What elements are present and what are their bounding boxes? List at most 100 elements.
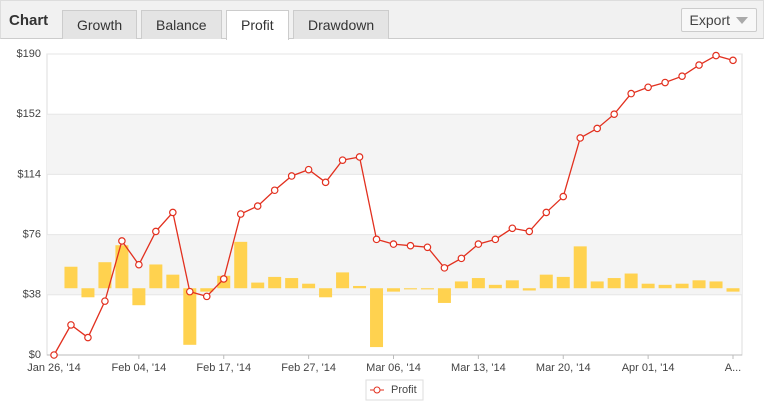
bar (607, 278, 621, 289)
point (729, 56, 737, 65)
legend-marker (373, 386, 381, 394)
point (457, 254, 466, 263)
point (84, 333, 92, 342)
y-tick-label: $0 (29, 349, 41, 361)
point (508, 224, 517, 233)
point (525, 227, 534, 236)
widget-title: Chart (9, 12, 49, 29)
bar (420, 288, 434, 290)
point (287, 172, 296, 180)
bar (437, 288, 451, 303)
bar (336, 272, 350, 289)
x-tick-label: Feb 17, '14 (196, 362, 251, 374)
point (219, 275, 228, 283)
point (186, 287, 194, 296)
bar (234, 241, 248, 289)
point (423, 243, 432, 252)
bar (641, 283, 655, 289)
bar (556, 276, 570, 289)
bar (726, 288, 740, 292)
tab[interactable]: Balance (141, 10, 222, 39)
point (118, 237, 126, 245)
x-tick-label: Mar 20, '14 (536, 362, 591, 374)
bar (488, 284, 502, 289)
bar (302, 283, 316, 289)
point (440, 264, 449, 272)
point (389, 240, 398, 248)
point (661, 78, 669, 87)
point (202, 292, 211, 301)
bar (522, 288, 536, 291)
point (695, 61, 703, 69)
x-tick-label: Feb 27, '14 (281, 362, 336, 374)
point (627, 89, 635, 98)
bar (251, 282, 265, 289)
point (67, 321, 75, 329)
bar (471, 278, 485, 289)
y-tick-label: $190 (17, 48, 41, 60)
point (169, 208, 177, 217)
y-tick-label: $114 (17, 168, 41, 180)
bar (183, 288, 197, 345)
bar (709, 281, 723, 289)
y-tick-label: $152 (17, 108, 41, 120)
point (135, 260, 143, 269)
bar (132, 288, 146, 306)
tab[interactable]: Profit (226, 10, 289, 40)
point (253, 202, 262, 210)
bar (115, 245, 129, 289)
point (321, 178, 330, 187)
bar (149, 264, 163, 289)
point (406, 241, 415, 250)
point (152, 227, 160, 236)
point (270, 186, 279, 195)
bar (319, 288, 333, 298)
bar (624, 273, 638, 289)
bar (353, 285, 367, 289)
bar (692, 280, 706, 289)
point (372, 235, 381, 244)
bar (64, 266, 78, 289)
bar (200, 288, 214, 292)
bar (539, 274, 553, 289)
point (338, 156, 347, 164)
point (559, 192, 568, 201)
bar (505, 280, 519, 289)
legend: Profit (365, 379, 424, 401)
point (50, 351, 58, 359)
grid-band (47, 114, 742, 175)
bar (573, 246, 587, 289)
y-tick-label: $76 (23, 229, 41, 241)
bar (285, 278, 299, 289)
bar (675, 283, 689, 289)
tab[interactable]: Drawdown (293, 10, 390, 39)
bar (370, 288, 384, 348)
bar (98, 262, 112, 289)
bar (166, 274, 180, 289)
point (236, 210, 245, 218)
bar (387, 288, 400, 292)
point (542, 208, 551, 217)
bar (590, 281, 604, 289)
point (101, 297, 109, 305)
export-button[interactable]: Export (680, 8, 757, 32)
point (678, 72, 686, 80)
tab[interactable]: Growth (62, 10, 138, 39)
bar (658, 284, 672, 289)
bar (268, 276, 282, 289)
point (474, 240, 483, 248)
point (610, 110, 618, 119)
x-tick-label: Apr 01, '14 (622, 362, 675, 374)
bar (403, 288, 417, 290)
toolbar: Chart Export Growth Balance Profit Drawdown (0, 0, 764, 40)
point (644, 83, 652, 92)
x-tick-label: Mar 06, '14 (366, 362, 421, 374)
legend-box (365, 379, 424, 401)
x-tick-label: Mar 13, '14 (451, 362, 506, 374)
point (491, 235, 500, 244)
x-tick-label: Feb 04, '14 (112, 362, 167, 374)
point (712, 51, 720, 60)
point (576, 134, 585, 142)
point (593, 124, 602, 133)
